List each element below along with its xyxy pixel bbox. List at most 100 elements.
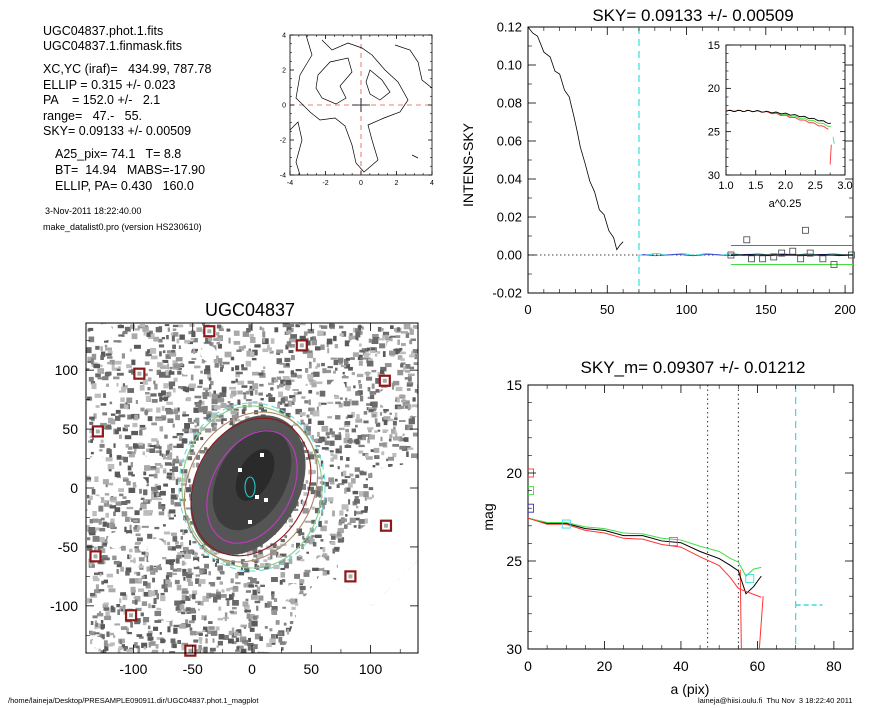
noise-pixel <box>115 415 121 421</box>
noise-pixel <box>153 336 160 342</box>
noise-pixel <box>262 331 266 337</box>
noise-pixel <box>331 533 336 540</box>
noise-pixel <box>303 492 310 496</box>
y-tick-label: -2 <box>280 137 286 144</box>
footer-user: laineja@hiisi.oulu.fi Thu Nov 3 18:22:40… <box>698 696 853 705</box>
noise-pixel <box>166 401 173 405</box>
noise-pixel <box>187 342 193 345</box>
masked-star-core <box>207 329 212 334</box>
masked-region <box>136 478 147 489</box>
noise-pixel <box>176 455 179 461</box>
noise-pixel <box>250 337 256 343</box>
noise-pixel <box>102 412 108 416</box>
noise-pixel <box>190 444 195 448</box>
noise-pixel <box>322 547 326 553</box>
noise-pixel <box>233 408 239 411</box>
noise-pixel <box>115 409 121 414</box>
noise-pixel <box>208 621 213 624</box>
noise-pixel <box>100 403 107 406</box>
noise-pixel <box>127 465 132 471</box>
noise-pixel <box>185 507 192 510</box>
noise-pixel <box>316 391 319 395</box>
noise-pixel <box>368 487 375 491</box>
noise-pixel <box>91 489 96 495</box>
noise-pixel <box>246 613 251 619</box>
noise-pixel <box>346 386 351 392</box>
noise-pixel <box>126 364 132 369</box>
noise-pixel <box>179 459 185 463</box>
noise-pixel <box>251 647 255 653</box>
noise-pixel <box>321 325 328 329</box>
noise-pixel <box>143 471 147 476</box>
noise-pixel <box>189 421 195 424</box>
noise-pixel <box>318 476 324 480</box>
noise-pixel <box>116 569 119 574</box>
noise-pixel <box>252 383 259 390</box>
noise-pixel <box>230 611 237 615</box>
noise-pixel <box>158 344 165 348</box>
noise-pixel <box>244 567 250 573</box>
noise-pixel <box>170 638 176 644</box>
noise-pixel <box>187 456 193 461</box>
noise-pixel <box>257 554 264 559</box>
noise-pixel <box>316 363 321 368</box>
noise-pixel <box>100 517 105 521</box>
noise-pixel <box>228 638 234 644</box>
noise-pixel <box>143 330 146 336</box>
noise-pixel <box>110 500 117 503</box>
noise-pixel <box>252 349 258 356</box>
noise-pixel <box>343 401 351 407</box>
noise-pixel <box>147 416 153 422</box>
noise-pixel <box>201 358 205 364</box>
noise-pixel <box>198 582 202 587</box>
noise-pixel <box>130 559 136 563</box>
noise-pixel <box>189 383 196 388</box>
y-tick-label: 25 <box>708 127 720 139</box>
noise-pixel <box>369 391 377 395</box>
noise-pixel <box>403 437 409 442</box>
noise-pixel <box>237 571 245 576</box>
noise-pixel <box>345 428 349 433</box>
noise-pixel <box>195 454 200 460</box>
noise-pixel <box>302 535 305 540</box>
noise-pixel <box>278 370 285 374</box>
noise-pixel <box>222 559 229 563</box>
noise-pixel <box>142 379 148 385</box>
noise-pixel <box>188 361 195 364</box>
noise-pixel <box>348 482 353 488</box>
noise-pixel <box>134 328 140 331</box>
noise-pixel <box>172 474 175 481</box>
noise-pixel <box>100 627 104 630</box>
noise-pixel <box>180 483 187 486</box>
noise-pixel <box>198 406 205 413</box>
noise-pixel <box>309 538 315 545</box>
noise-pixel <box>371 401 378 408</box>
noise-pixel <box>116 604 121 608</box>
noise-pixel <box>337 357 344 363</box>
noise-pixel <box>262 327 265 331</box>
noise-pixel <box>163 531 171 535</box>
noise-pixel <box>235 582 241 585</box>
noise-pixel <box>154 610 162 617</box>
noise-pixel <box>149 468 156 471</box>
noise-pixel <box>356 505 359 509</box>
red-drop <box>739 569 742 649</box>
noise-pixel <box>251 357 257 361</box>
noise-pixel <box>172 466 179 472</box>
noise-pixel <box>103 543 108 546</box>
noise-pixel <box>165 579 171 585</box>
masked-region <box>116 585 124 593</box>
noise-pixel <box>179 435 183 439</box>
noise-pixel <box>407 447 414 450</box>
noise-pixel <box>408 418 415 425</box>
noise-pixel <box>245 598 249 602</box>
noise-pixel <box>113 340 121 343</box>
noise-pixel <box>285 344 289 350</box>
noise-pixel <box>146 448 150 453</box>
x-tick-label: 80 <box>826 658 842 674</box>
noise-pixel <box>272 609 278 615</box>
noise-pixel <box>229 422 234 426</box>
noise-pixel <box>284 403 289 407</box>
noise-pixel <box>210 547 215 553</box>
noise-pixel <box>339 510 344 516</box>
